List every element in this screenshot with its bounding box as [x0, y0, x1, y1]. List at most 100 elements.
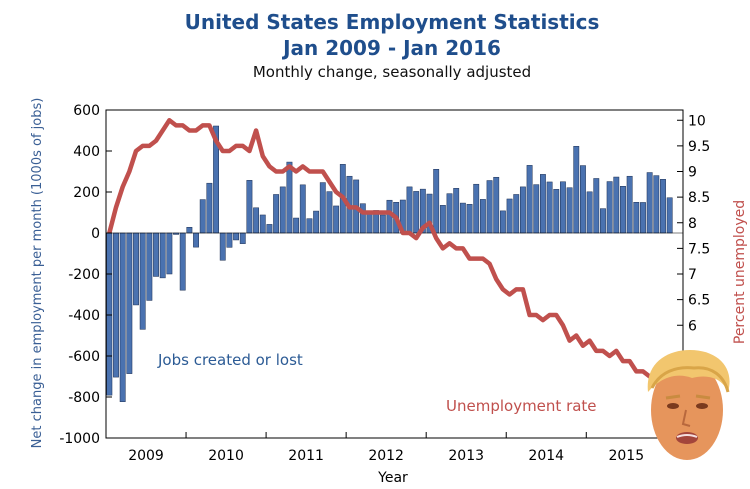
left-axis-ticks: -1000 -800 -600 -400 -200 0 200 400 600	[59, 103, 112, 447]
job-bar	[359, 203, 366, 234]
job-bar	[193, 232, 199, 248]
job-bar	[133, 232, 139, 306]
job-bar	[506, 198, 513, 234]
right-tick-label: 6	[688, 318, 697, 334]
plot-frame	[105, 109, 684, 439]
job-bar	[199, 199, 206, 234]
left-tick-label: -1000	[59, 431, 100, 447]
left-axis-label: Net change in employment per month (1000…	[30, 98, 45, 449]
job-bar	[526, 165, 533, 234]
job-bar	[126, 232, 133, 374]
job-bar	[600, 208, 606, 234]
right-tick-label: 9	[688, 165, 697, 181]
job-bar	[146, 232, 153, 301]
job-bar	[613, 176, 620, 234]
job-bar	[473, 183, 480, 234]
face-image	[647, 350, 730, 460]
right-axis-ticks: 6 6.5 7 7.5 8 8.5 9 9.5 10	[677, 113, 710, 334]
left-tick-label: 600	[73, 103, 100, 119]
right-tick-label: 6.5	[688, 293, 710, 309]
job-bar	[586, 191, 593, 234]
right-axis-label: Percent unemployed	[732, 200, 748, 344]
x-tick-label: 2009	[128, 448, 164, 464]
job-bar	[540, 174, 546, 234]
job-bar	[580, 165, 586, 234]
x-tick-label: 2011	[288, 448, 324, 464]
chart-caption: Monthly change, seasonally adjusted	[253, 63, 531, 81]
x-tick-label: 2012	[368, 448, 404, 464]
left-tick-label: -200	[68, 267, 100, 283]
left-tick-label: -600	[68, 349, 100, 365]
unemployment-rate-line	[107, 118, 672, 384]
x-tick-label: 2014	[528, 448, 564, 464]
x-tick-label: 2013	[448, 448, 484, 464]
job-bar	[453, 188, 460, 234]
job-bar	[366, 213, 373, 234]
job-bar	[660, 179, 666, 234]
job-bar	[653, 175, 660, 234]
job-bar	[553, 189, 560, 234]
job-bar	[499, 210, 506, 234]
job-bar	[106, 232, 113, 396]
x-axis-label: Year	[377, 470, 408, 486]
x-tick-label: 2010	[208, 448, 244, 464]
job-bar	[519, 186, 526, 234]
job-bar	[560, 181, 566, 234]
unemployment-annotation: Unemployment rate	[446, 397, 597, 415]
job-bar	[406, 186, 413, 234]
job-bar	[166, 232, 173, 275]
job-bar	[253, 207, 260, 234]
job-bar	[233, 232, 240, 241]
job-bar	[546, 181, 553, 234]
job-bar	[439, 205, 446, 234]
job-bar	[206, 182, 213, 234]
job-bar	[626, 175, 633, 234]
job-bar	[299, 184, 306, 234]
job-bar	[620, 186, 626, 234]
job-bar	[219, 232, 226, 261]
job-bar	[640, 202, 646, 234]
job-bar	[179, 232, 186, 291]
job-bar	[413, 191, 420, 234]
chart-subtitle: Jan 2009 - Jan 2016	[281, 36, 501, 60]
job-bar	[466, 204, 473, 234]
right-tick-label: 9.5	[688, 139, 710, 155]
job-bar	[666, 197, 673, 234]
job-bar	[533, 184, 540, 234]
job-bar	[566, 187, 573, 234]
job-bar	[633, 202, 640, 234]
left-tick-label: 400	[73, 144, 100, 160]
job-bar	[606, 181, 613, 234]
right-tick-label: 7	[688, 267, 697, 283]
left-tick-label: -400	[68, 308, 100, 324]
left-tick-label: -800	[68, 390, 100, 406]
jobs-annotation: Jobs created or lost	[157, 351, 303, 369]
job-bar	[646, 172, 653, 234]
x-axis-ticks: 2009 2010 2011 2012 2013 2014 2015	[128, 432, 667, 464]
job-bar	[319, 182, 326, 234]
job-bar	[573, 146, 580, 234]
job-bar	[293, 217, 300, 234]
job-bar	[286, 161, 293, 234]
job-bar	[119, 232, 126, 402]
job-bar	[379, 214, 386, 234]
job-bar	[259, 214, 266, 234]
job-bar	[159, 232, 166, 279]
job-bar	[279, 186, 286, 234]
job-bar	[313, 210, 320, 234]
job-bar	[139, 232, 146, 330]
job-bar	[493, 176, 500, 234]
left-tick-label: 0	[91, 226, 100, 242]
job-bar	[113, 232, 119, 378]
job-bar	[446, 193, 453, 234]
right-tick-label: 7.5	[688, 241, 710, 257]
job-bar	[266, 224, 273, 234]
job-bar	[479, 199, 486, 234]
right-tick-label: 8.5	[688, 190, 710, 206]
chart-title: United States Employment Statistics	[185, 10, 600, 34]
job-bar	[333, 205, 340, 234]
job-bar	[306, 218, 313, 234]
job-bar	[433, 169, 440, 234]
job-bar	[186, 227, 193, 234]
